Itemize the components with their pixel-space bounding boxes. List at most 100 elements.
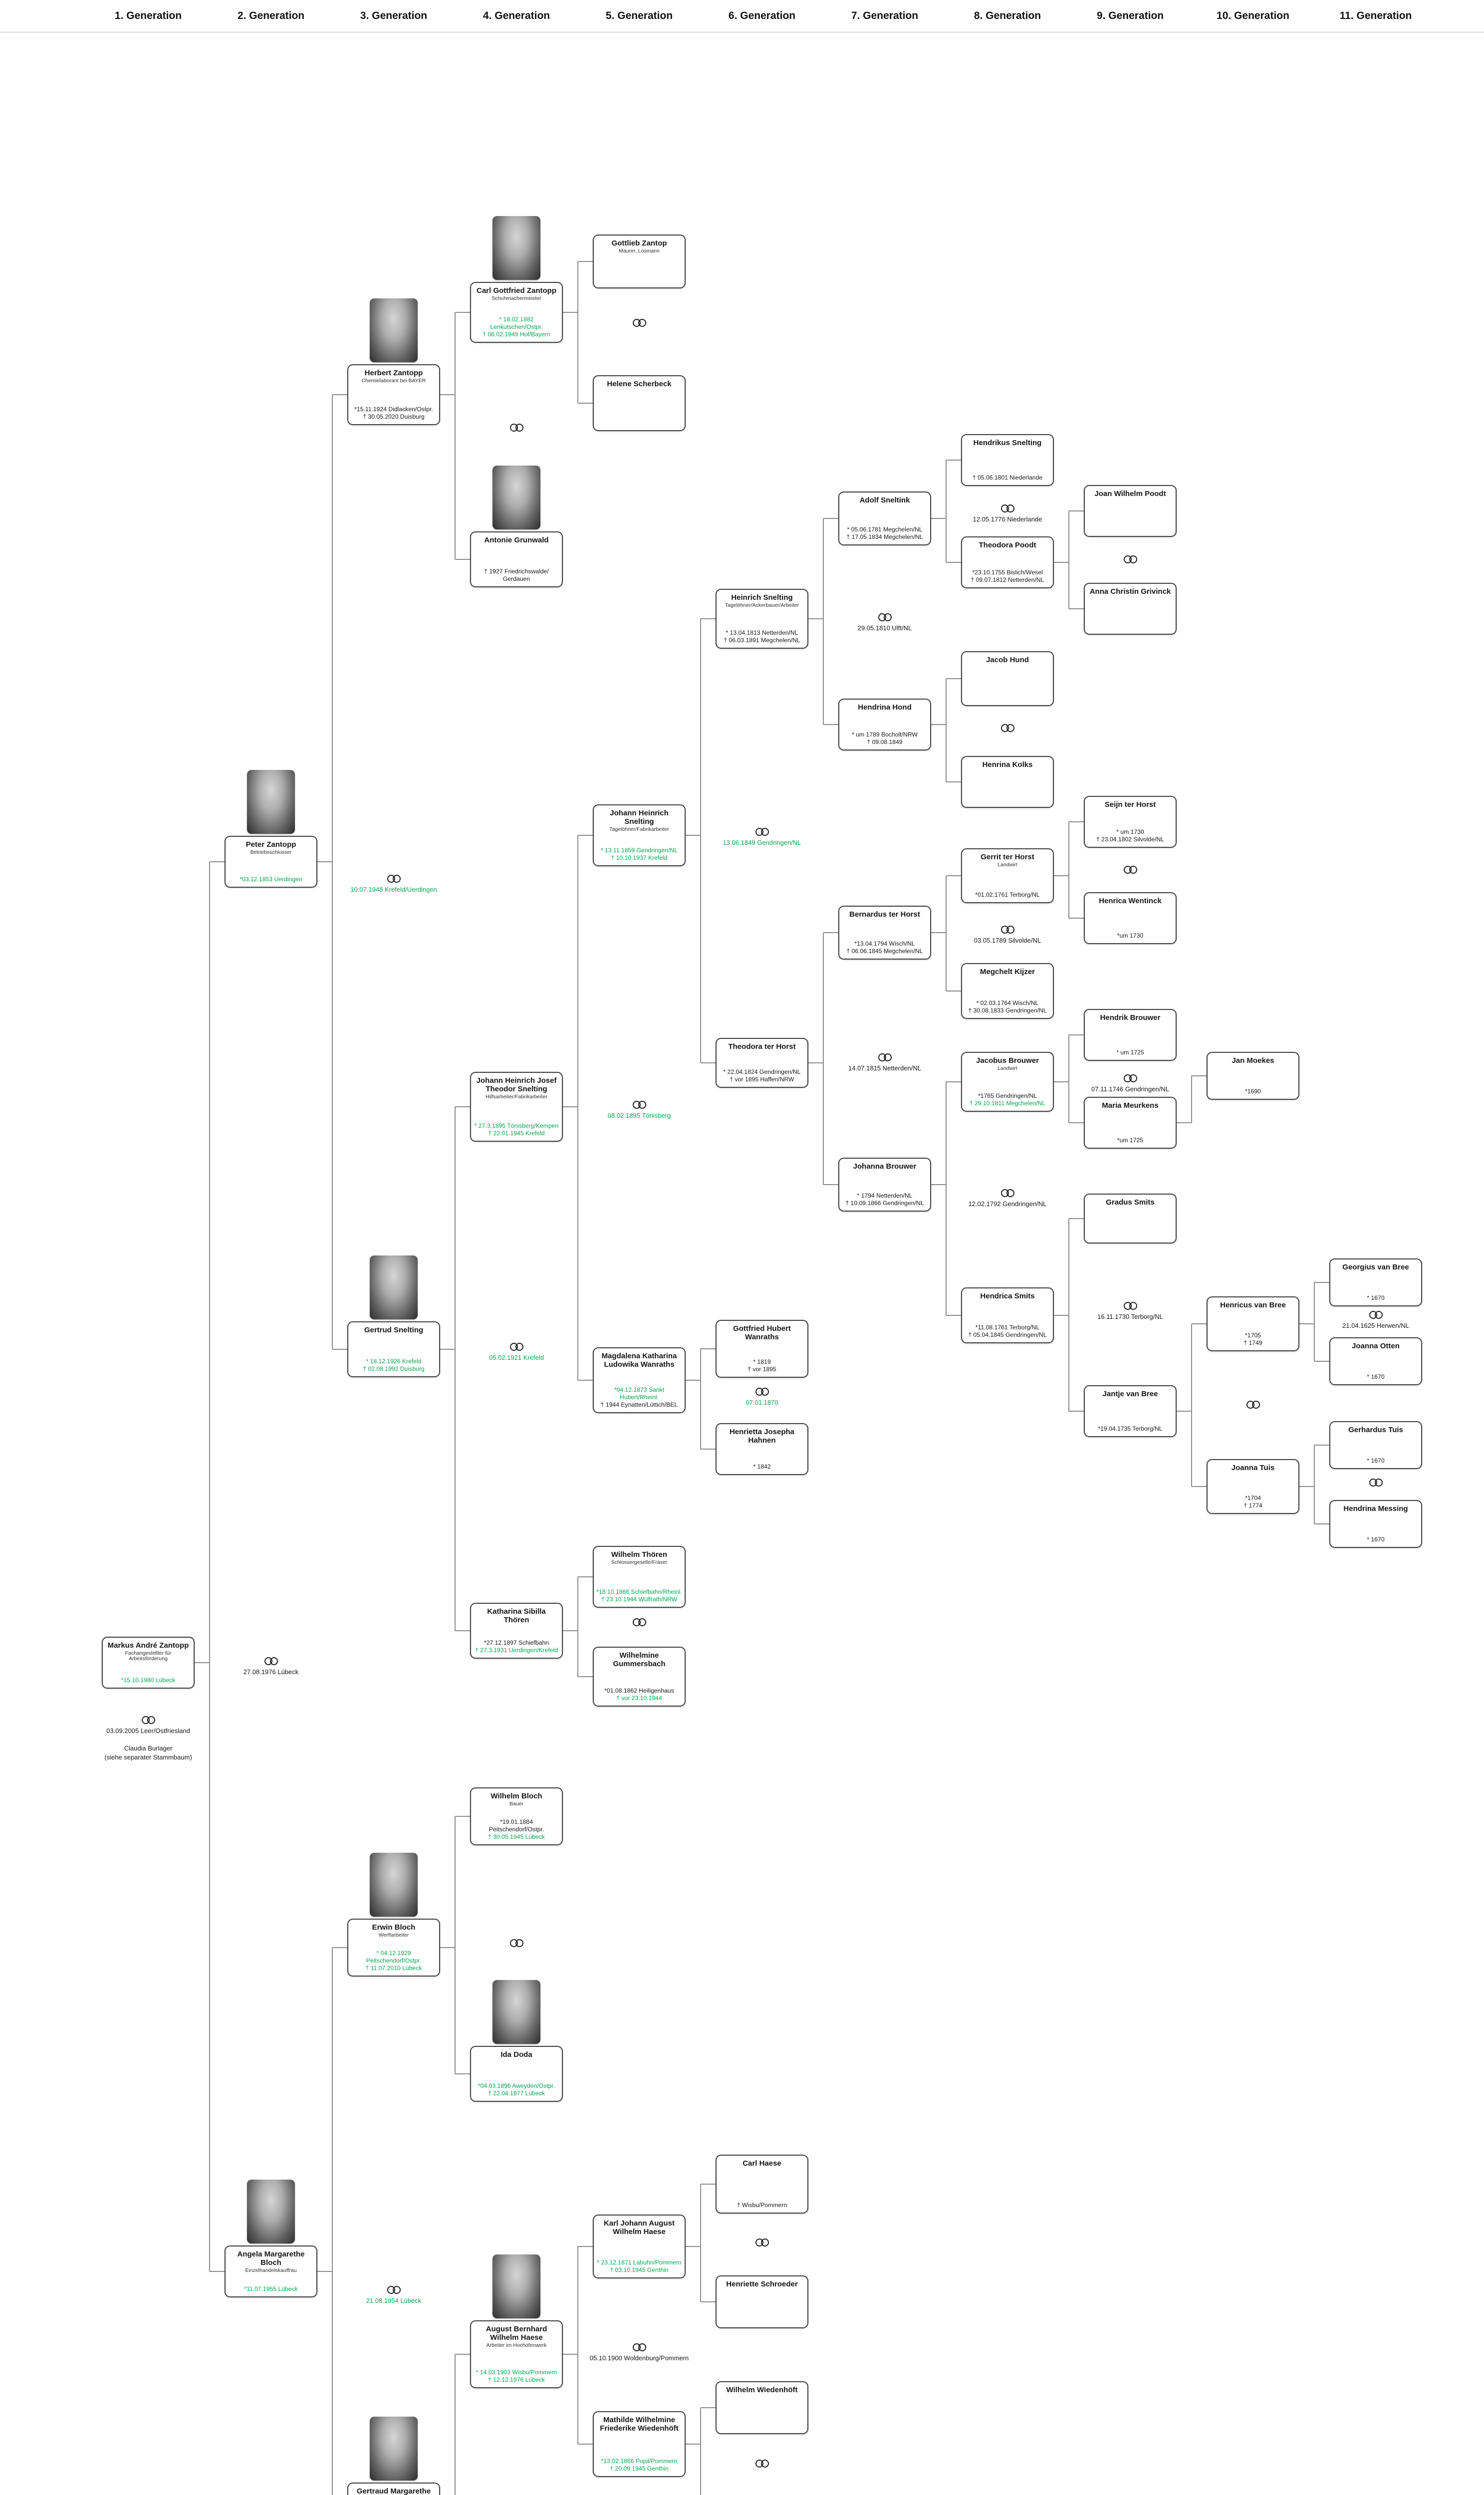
person-date-line: *19.04.1735 Terborg/NL	[1098, 1425, 1163, 1433]
person-date-line: *27.12.1897 Schiefbahn	[484, 1639, 549, 1647]
person-dates: *1704 † 1774	[1210, 1495, 1296, 1509]
marriage-annotation-9	[582, 319, 697, 329]
person-date-line: † 10.10.1937 Krefeld	[611, 854, 668, 862]
person-box-theodoraPoodt: Theodora Poodt *23.10.1755 Bislich/Wesel †…	[961, 536, 1054, 588]
person-name: Johann Heinrich Snelting	[610, 809, 669, 826]
marriage-annotation-22: 03.05.1789 Silvolde/NL	[950, 926, 1065, 945]
person-dates: * um 1789 Bocholt/NRW † 09.08.1849	[842, 731, 928, 746]
person-box-gottfriedW: Gottfried Hubert Wanraths * 1819 † vor 189…	[716, 1320, 808, 1378]
person-box-henricaWentinck: Henrica Wentinck *um 1730	[1084, 892, 1177, 944]
marriage-annotation-1: 03.09.2005 Leer/Ostfriesland Claudia Bur…	[91, 1716, 206, 1761]
person-dates: † Wisbu/Pommern	[719, 2202, 805, 2209]
person-name: Hendrica Smits	[980, 1292, 1035, 1300]
person-date-line: * 1670	[1367, 1294, 1385, 1302]
person-name: Adolf Sneltink	[859, 496, 910, 504]
person-box-jacobHund: Jacob Hund	[961, 651, 1054, 706]
generation-header-8: 8. Generation	[974, 10, 1041, 21]
person-box-hendrinaMessing: Hendrina Messing * 1670	[1329, 1500, 1422, 1548]
person-date-line: † 23.04.1802 Silvolde/NL	[1096, 836, 1165, 843]
person-dates: *23.10.1755 Bislich/Wesel † 09.07.1812 Ne…	[965, 569, 1050, 584]
marriage-text-line: 08.02.1895 Tönisberg	[607, 1112, 671, 1119]
marriage-text-line: 05.10.1900 Woldenburg/Pommern	[589, 2354, 689, 2362]
person-dates: *04.03.1896 Aweyden/Ostpr. † 22.04.1977 L…	[474, 2082, 559, 2097]
person-dates: *13.04.1794 Wisch/NL † 06.06.1845 Megchel…	[842, 940, 928, 955]
person-name: Joan Wilhelm Poodt	[1094, 490, 1166, 498]
generation-header-7: 7. Generation	[851, 10, 919, 21]
person-box-carlHaeseSr: Carl Haese † Wisbu/Pommern	[716, 2155, 808, 2214]
person-name: Wilhelm Bloch	[491, 1792, 542, 1800]
marriage-annotation-19: 14.07.1815 Netterden/NL	[827, 1053, 942, 1073]
marriage-rings-icon	[264, 1657, 278, 1665]
person-dates: * 1670	[1333, 1457, 1419, 1465]
person-box-megchelt: Megchelt Kijzer * 02.03.1764 Wisch/NL † 30…	[961, 963, 1054, 1019]
person-date-line: *1705	[1245, 1332, 1261, 1339]
person-date-line: * 05.06.1781 Megchelen/NL	[847, 526, 923, 533]
person-dates: *11.07.1955 Lübeck	[228, 2285, 314, 2293]
marriage-text-line: 21.08.1954 Lübeck	[366, 2297, 422, 2304]
portrait-photo-antonie	[493, 466, 540, 529]
generation-header-1: 1. Generation	[114, 10, 182, 21]
marriage-annotation-30	[1318, 1479, 1433, 1489]
person-dates: * 27.3.1895 Tönisberg/Kempen † 22.01.1945…	[474, 1122, 559, 1137]
person-name: Mathilde Wilhelmine Friederike Wiedenhöf…	[600, 2416, 679, 2433]
person-name: Gottlieb Zantop	[611, 239, 667, 248]
marriage-annotation-2: 27.08.1976 Lübeck	[214, 1657, 328, 1677]
person-box-mathilde: Mathilde Wilhelmine Friederike Wiedenhöf…	[593, 2411, 686, 2477]
person-name: Hendrikus Snelting	[973, 439, 1042, 447]
person-date-line: † 1774	[1243, 1502, 1262, 1509]
marriage-rings-icon	[755, 2460, 769, 2468]
person-box-katharina: Katharina Sibilla Thören *27.12.1897 Schi…	[470, 1603, 563, 1659]
person-dates: * 14.03.1903 Wisbu/Pommern † 12.12.1976 L…	[474, 2369, 559, 2384]
person-date-line: *01.02.1761 Terborg/NL	[975, 891, 1040, 899]
person-box-angela: Angela Margarethe Bloch Einzelhandelskauf…	[225, 2246, 317, 2297]
marriage-rings-icon	[1123, 866, 1137, 874]
person-name: Gradus Smits	[1106, 1198, 1155, 1207]
person-date-line: * 13.04.1813 Netterden/NL	[726, 629, 798, 637]
person-date-line: † Wisbu/Pommern	[737, 2202, 787, 2209]
person-date-line: † 06.03.1891 Megchelen/NL	[724, 637, 800, 644]
marriage-text-line: 12.02.1792 Gendringen/NL	[968, 1200, 1047, 1208]
marriage-rings-icon	[1000, 724, 1014, 732]
person-date-line: *15.11.1924 Didlacken/Ostpr.	[354, 406, 433, 413]
marriage-annotation-27: 16.11.1730 Terborg/NL	[1073, 1302, 1188, 1321]
generation-header-11: 11. Generation	[1339, 10, 1412, 21]
person-dates: † 1927 Friedrichswalde/ Gerdauen	[474, 568, 559, 583]
person-date-line: * um 1789 Bocholt/NRW	[852, 731, 918, 739]
person-name: Wilhelmine Gummersbach	[613, 1651, 666, 1668]
connector-lines-path	[195, 261, 1329, 2495]
person-dates: * um 1730 † 23.04.1802 Silvolde/NL	[1087, 828, 1173, 843]
person-name: Megchelt Kijzer	[980, 968, 1035, 976]
person-date-line: † 09.08.1849	[867, 739, 903, 746]
person-dates: * 1842	[719, 1463, 805, 1471]
person-date-line: *1704	[1245, 1495, 1261, 1502]
person-date-line: * 18.02.1882 Lenkutschen/Ostpr.	[490, 316, 543, 331]
marriage-annotation-28	[1196, 1401, 1310, 1411]
person-dates: * 18.12.1926 Krefeld † 02.08.1992 Duisbur…	[351, 1358, 437, 1373]
person-box-gradusSmits: Gradus Smits	[1084, 1194, 1177, 1244]
portrait-photo-gertrud	[370, 1255, 418, 1319]
person-name: Katharina Sibilla Thören	[487, 1607, 546, 1624]
marriage-rings-icon	[1000, 1189, 1014, 1197]
person-box-august: August Bernhard Wilhelm Haese Arbeiter im…	[470, 2320, 563, 2388]
marriage-annotation-4: 21.08.1954 Lübeck	[336, 2286, 451, 2305]
person-name: Carl Haese	[742, 2159, 781, 2168]
person-date-line: † 20.09.1945 Genthin	[610, 2465, 669, 2473]
person-box-henrinaKolks: Henrina Kolks	[961, 756, 1054, 808]
marriage-text-line: 27.08.1976 Lübeck	[243, 1668, 299, 1676]
marriage-rings-icon	[1000, 504, 1014, 512]
person-name: Angela Margarethe Bloch	[237, 2250, 305, 2267]
person-date-line: † 30.05.1945 Lübeck	[488, 1833, 545, 1841]
portrait-photo-august	[493, 2254, 540, 2318]
person-name: Henricus van Bree	[1220, 1301, 1286, 1309]
person-occupation: Landwirt	[997, 1065, 1017, 1071]
person-date-line: † 05.04.1845 Gendringen/NL	[968, 1331, 1047, 1339]
generation-header-4: 4. Generation	[483, 10, 550, 21]
person-name: Karl Johann August Wilhelm Haese	[604, 2219, 675, 2236]
person-dates: *15.10.1980 Lübeck	[105, 1677, 191, 1684]
marriage-rings-icon	[1246, 1401, 1260, 1409]
person-date-line: * 1670	[1367, 1457, 1385, 1465]
person-dates: *27.12.1897 Schiefbahn † 27.3.1931 Uerdin…	[474, 1639, 559, 1654]
marriage-text-line: 12.05.1776 Niederlande	[973, 515, 1042, 523]
person-name: Bernardus ter Horst	[849, 910, 920, 919]
person-box-hendrikBrouwer: Hendrik Brouwer * um 1725	[1084, 1009, 1177, 1061]
